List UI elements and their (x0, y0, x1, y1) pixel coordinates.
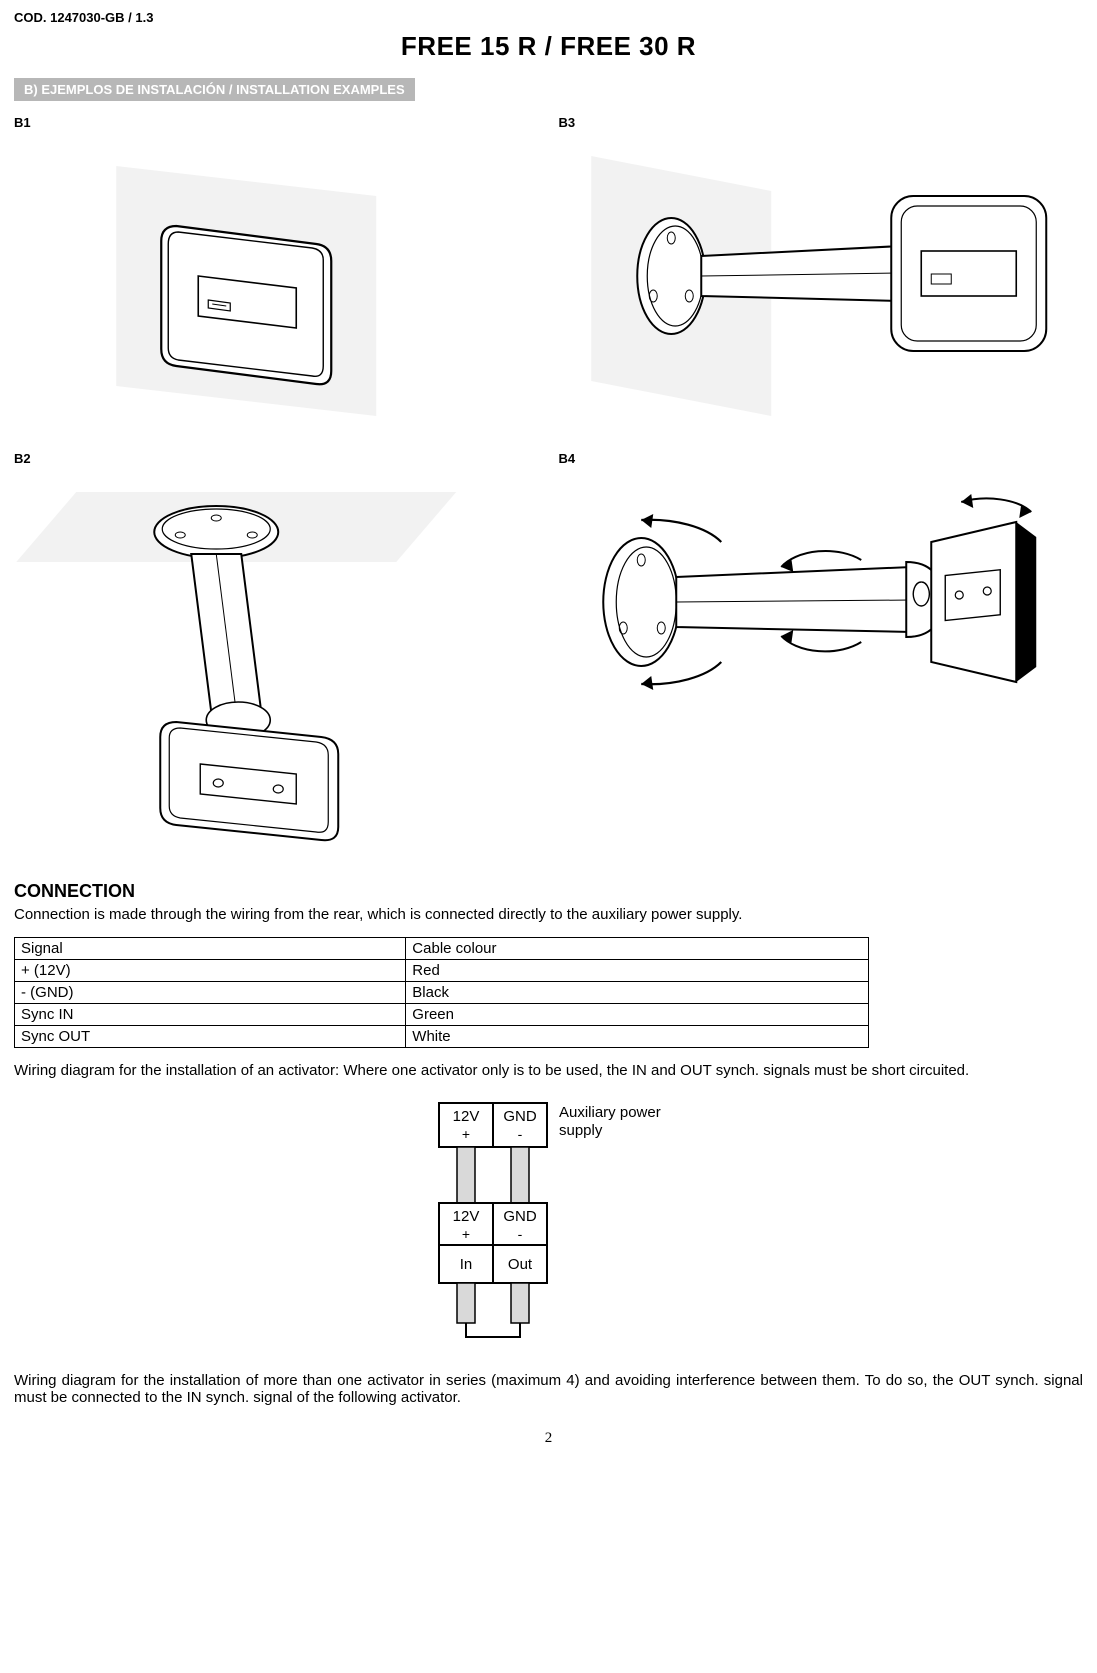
table-row: + (12V) Red (15, 960, 869, 982)
example-b2-label: B2 (14, 451, 539, 466)
wd-bot-left: In (459, 1256, 472, 1273)
wd-mid-right-sub: - (517, 1226, 522, 1242)
wd-aux-label-1: Auxiliary power (559, 1104, 661, 1121)
table-cell: Red (406, 960, 869, 982)
wiring-diagram-svg: 12V GND + - Auxiliary power supply 12V G… (399, 1093, 699, 1353)
wd-top-right-sub: - (517, 1126, 522, 1142)
table-cell: Green (406, 1004, 869, 1026)
connection-table: Signal Cable colour + (12V) Red - (GND) … (14, 937, 869, 1048)
example-b4-label: B4 (559, 451, 1084, 466)
table-cell: + (12V) (15, 960, 406, 982)
table-cell: Signal (15, 938, 406, 960)
example-b3-label: B3 (559, 115, 1084, 130)
example-b2: B2 (14, 451, 539, 857)
example-b1: B1 (14, 115, 539, 441)
example-b3-illustration (559, 136, 1084, 436)
table-cell: Sync IN (15, 1004, 406, 1026)
table-row: Sync IN Green (15, 1004, 869, 1026)
table-cell: Sync OUT (15, 1026, 406, 1048)
connection-intro: Connection is made through the wiring fr… (14, 906, 1083, 923)
table-cell: Black (406, 982, 869, 1004)
doc-title: FREE 15 R / FREE 30 R (14, 31, 1083, 62)
wd-mid-left-sub: + (461, 1226, 469, 1242)
doc-code: COD. 1247030-GB / 1.3 (14, 10, 1083, 25)
table-cell: - (GND) (15, 982, 406, 1004)
example-b3: B3 (559, 115, 1084, 441)
example-b4-illustration (559, 472, 1084, 732)
wd-mid-right: GND (503, 1208, 537, 1225)
example-b2-illustration (14, 472, 539, 852)
example-b1-illustration (14, 136, 539, 436)
page-number: 2 (14, 1430, 1083, 1447)
wd-top-left-sub: + (461, 1126, 469, 1142)
table-row: Signal Cable colour (15, 938, 869, 960)
section-banner: B) EJEMPLOS DE INSTALACIÓN / INSTALLATIO… (14, 78, 415, 101)
connection-heading: CONNECTION (14, 881, 1083, 902)
table-row: Sync OUT White (15, 1026, 869, 1048)
wd-mid-left: 12V (452, 1208, 479, 1225)
example-b1-label: B1 (14, 115, 539, 130)
wiring-multi-text: Wiring diagram for the installation of m… (14, 1372, 1083, 1406)
wd-top-left: 12V (452, 1108, 479, 1125)
wiring-diagram: 12V GND + - Auxiliary power supply 12V G… (14, 1093, 1083, 1358)
table-cell: White (406, 1026, 869, 1048)
table-cell: Cable colour (406, 938, 869, 960)
wd-bot-right: Out (507, 1256, 532, 1273)
table-row: - (GND) Black (15, 982, 869, 1004)
example-b4: B4 (559, 451, 1084, 857)
examples-grid: B1 B3 (14, 115, 1083, 857)
wd-aux-label-2: supply (559, 1122, 603, 1139)
wiring-single-text: Wiring diagram for the installation of a… (14, 1062, 1083, 1079)
wd-top-right: GND (503, 1108, 537, 1125)
